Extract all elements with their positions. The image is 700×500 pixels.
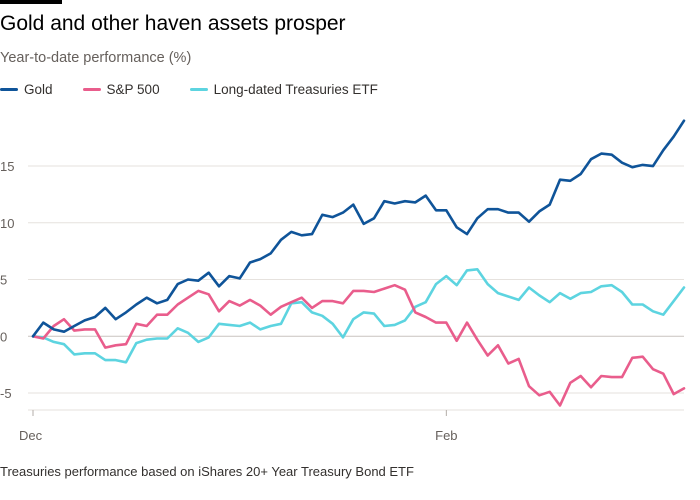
chart-subtitle: Year-to-date performance (%)	[0, 50, 192, 66]
line-chart: -5051015DecFebMar	[0, 119, 686, 443]
chart-footnote: Treasuries performance based on iShares …	[0, 464, 414, 479]
legend-label-gold: Gold	[24, 81, 53, 97]
x-tick-label: Dec	[19, 428, 43, 443]
y-tick-label: 15	[0, 159, 14, 174]
legend-swatch-treasuries	[189, 87, 208, 91]
x-tick-label: Feb	[435, 428, 457, 443]
y-tick-label: 10	[0, 216, 14, 231]
legend-swatch-gold	[0, 87, 18, 91]
series-line-gold	[31, 119, 686, 338]
y-tick-label: 5	[0, 273, 7, 288]
series-line-sp500	[31, 283, 686, 407]
legend-label-sp500: S&P 500	[106, 81, 160, 97]
series-line-treasuries	[31, 268, 686, 364]
legend-item-sp500: S&P 500	[82, 81, 160, 97]
legend-swatch-sp500	[82, 87, 101, 91]
legend-item-gold: Gold	[0, 82, 53, 97]
legend: Gold S&P 500 Long-dated Treasuries ETF	[0, 80, 408, 98]
y-tick-label: -5	[0, 386, 12, 401]
legend-item-treasuries: Long-dated Treasuries ETF	[189, 81, 378, 97]
chart-title: Gold and other haven assets prosper	[0, 12, 346, 35]
header-accent-bar	[0, 0, 62, 4]
y-tick-label: 0	[0, 329, 7, 344]
legend-label-treasuries: Long-dated Treasuries ETF	[213, 81, 378, 97]
